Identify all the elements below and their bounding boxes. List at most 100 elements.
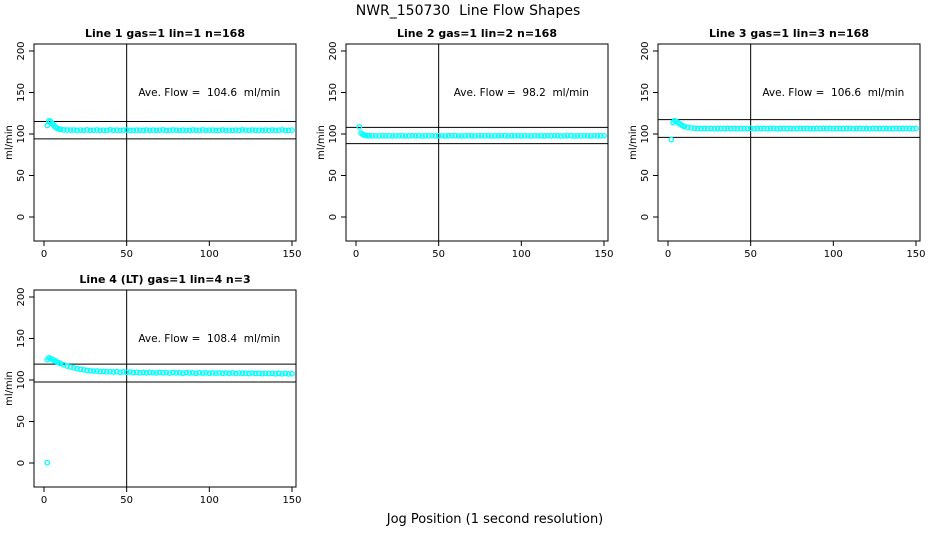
y-tick-label: 0 xyxy=(16,460,27,466)
y-tick-label: 150 xyxy=(16,83,27,102)
data-point xyxy=(797,125,804,132)
data-point xyxy=(123,127,130,133)
y-tick-label: 100 xyxy=(16,370,27,389)
data-point xyxy=(800,125,807,132)
data-point xyxy=(804,125,810,132)
data-point xyxy=(127,369,133,375)
data-point xyxy=(521,132,528,139)
y-tick-label: 150 xyxy=(640,83,651,102)
data-point xyxy=(123,369,130,376)
data-point xyxy=(462,132,468,139)
data-point xyxy=(886,125,893,132)
data-point xyxy=(236,127,242,134)
x-axis-title: Jog Position (1 second resolution) xyxy=(386,512,604,527)
y-tick-label: 50 xyxy=(640,169,651,182)
y-tick-label: 200 xyxy=(328,41,339,60)
data-point xyxy=(199,127,206,133)
data-point xyxy=(813,125,820,132)
subplot-line-3-chart: 0 50 100 150 0 50 100 150 200 ml/min Line 3 gas=1 … xyxy=(628,27,926,260)
data-point xyxy=(110,127,117,134)
x-tick-label: 50 xyxy=(120,249,133,260)
data-point xyxy=(183,369,190,376)
data-point xyxy=(216,127,223,134)
data-point xyxy=(219,370,226,377)
figure-title: NWR_150730 Line Flow Shapes xyxy=(355,3,581,19)
data-point xyxy=(372,132,379,139)
data-point xyxy=(498,132,505,139)
data-point xyxy=(876,125,883,132)
data-point xyxy=(751,125,757,132)
data-point xyxy=(442,133,449,139)
data-point xyxy=(528,133,535,139)
y-tick-label: 0 xyxy=(328,214,339,220)
data-point xyxy=(698,125,704,132)
data-point xyxy=(770,125,777,132)
data-point xyxy=(186,127,193,134)
data-point xyxy=(485,132,492,139)
data-point xyxy=(206,127,213,134)
data-point xyxy=(366,132,373,139)
data-point xyxy=(60,127,67,133)
data-point xyxy=(213,127,219,134)
plot-box xyxy=(657,43,921,242)
data-point xyxy=(239,127,246,133)
ave-flow-annotation: Ave. Flow = 104.6 ml/min xyxy=(138,87,280,99)
subplot-title: Line 2 gas=1 lin=2 n=168 xyxy=(397,27,557,40)
data-point xyxy=(439,132,445,139)
data-point xyxy=(774,125,780,132)
data-point xyxy=(860,125,866,132)
data-point xyxy=(232,370,239,377)
data-point xyxy=(551,132,558,139)
data-point xyxy=(64,363,70,369)
y-axis-label: ml/min xyxy=(628,125,639,160)
data-point xyxy=(581,132,588,139)
data-point xyxy=(289,370,295,377)
data-point xyxy=(711,125,718,132)
data-point xyxy=(688,125,694,131)
data-point xyxy=(468,133,475,139)
data-point xyxy=(170,369,176,376)
data-point xyxy=(843,125,850,132)
data-point xyxy=(561,133,568,139)
data-point xyxy=(754,125,761,132)
data-point xyxy=(170,127,176,133)
data-point xyxy=(153,127,160,134)
data-point xyxy=(515,132,521,139)
y-tick-label: 200 xyxy=(16,287,27,306)
data-point xyxy=(242,370,249,377)
x-tick-label: 100 xyxy=(200,495,219,506)
data-point xyxy=(455,133,462,139)
data-point xyxy=(146,127,153,134)
y-tick-label: 0 xyxy=(640,214,651,220)
data-point xyxy=(807,125,814,132)
data-point xyxy=(369,132,376,139)
x-tick-label: 150 xyxy=(282,495,301,506)
data-point xyxy=(130,369,137,376)
data-point xyxy=(880,125,886,132)
data-point xyxy=(548,133,554,139)
data-point xyxy=(817,125,823,132)
data-point xyxy=(100,127,107,134)
data-point xyxy=(133,127,140,133)
data-point xyxy=(787,125,794,132)
data-point xyxy=(143,370,150,376)
data-point xyxy=(279,371,285,377)
x-tick-label: 150 xyxy=(906,249,925,260)
data-point xyxy=(684,124,691,131)
data-point xyxy=(189,369,196,376)
data-point xyxy=(668,136,675,143)
x-tick-label: 150 xyxy=(282,249,301,260)
data-point xyxy=(412,133,419,139)
data-point xyxy=(87,127,94,134)
y-axis-label: ml/min xyxy=(4,371,15,406)
data-point xyxy=(577,133,584,139)
data-point xyxy=(508,132,515,139)
data-point xyxy=(193,370,199,377)
data-point xyxy=(376,133,382,139)
data-point xyxy=(117,127,123,134)
plot-box xyxy=(33,289,297,488)
data-point xyxy=(70,127,77,133)
data-point xyxy=(160,127,166,133)
data-point xyxy=(840,125,847,132)
data-point xyxy=(525,132,531,139)
